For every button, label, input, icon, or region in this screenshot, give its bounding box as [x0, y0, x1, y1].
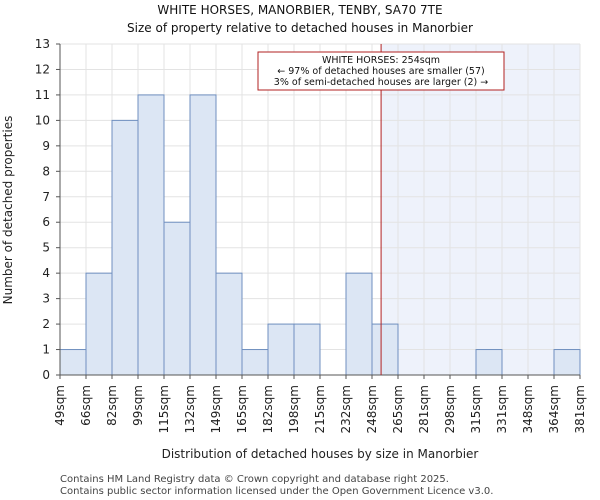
annotation-line: ← 97% of detached houses are smaller (57…	[277, 66, 484, 77]
bar	[163, 221, 191, 376]
x-tick-label: 381sqm	[573, 385, 587, 433]
y-tick-label: 5	[42, 241, 50, 255]
footer-line-2: Contains public sector information licen…	[60, 486, 493, 497]
y-tick-label: 10	[35, 113, 50, 127]
bar	[137, 94, 165, 376]
y-tick-label: 0	[42, 368, 50, 382]
x-tick-label: 82sqm	[105, 385, 119, 426]
chart-subtitle: Size of property relative to detached ho…	[127, 21, 473, 35]
footer-line-1: Contains HM Land Registry data © Crown c…	[60, 474, 449, 485]
x-tick-label: 132sqm	[183, 385, 197, 433]
bar	[475, 349, 503, 376]
x-tick-label: 99sqm	[131, 385, 145, 426]
y-axis-label: Number of detached properties	[1, 116, 15, 305]
y-tick-label: 9	[42, 139, 50, 153]
bar	[111, 119, 139, 376]
bar	[371, 323, 399, 376]
y-tick-label: 2	[42, 317, 50, 331]
bar	[553, 349, 581, 376]
y-tick-label: 11	[35, 88, 50, 102]
y-tick-label: 8	[42, 164, 50, 178]
x-tick-label: 66sqm	[79, 385, 93, 426]
bar	[59, 349, 87, 376]
bar	[215, 272, 243, 376]
annotation-box	[257, 51, 505, 91]
bar	[85, 272, 113, 376]
bar	[267, 323, 295, 376]
bar	[293, 323, 321, 376]
y-tick-label: 12	[35, 62, 50, 76]
x-tick-label: 215sqm	[313, 385, 327, 433]
x-tick-label: 149sqm	[209, 385, 223, 433]
x-tick-label: 198sqm	[287, 385, 301, 433]
bar	[241, 349, 269, 376]
x-tick-label: 364sqm	[547, 385, 561, 433]
highlight-region	[381, 44, 580, 375]
annotation-line: 3% of semi-detached houses are larger (2…	[274, 77, 488, 88]
x-tick-label: 165sqm	[235, 385, 249, 433]
bar	[345, 272, 373, 376]
x-tick-label: 248sqm	[365, 385, 379, 433]
x-tick-label: 115sqm	[157, 385, 171, 433]
x-tick-label: 232sqm	[339, 385, 353, 433]
x-tick-label: 298sqm	[443, 385, 457, 433]
x-tick-label: 49sqm	[53, 385, 67, 426]
y-tick-label: 3	[42, 292, 50, 306]
x-tick-label: 315sqm	[469, 385, 483, 433]
x-tick-label: 281sqm	[417, 385, 431, 433]
y-tick-label: 13	[35, 37, 50, 51]
x-tick-label: 265sqm	[391, 385, 405, 433]
x-tick-label: 348sqm	[521, 385, 535, 433]
y-tick-label: 4	[42, 266, 50, 280]
y-tick-label: 1	[42, 343, 50, 357]
x-tick-label: 182sqm	[261, 385, 275, 433]
y-tick-label: 6	[42, 215, 50, 229]
x-axis-label: Distribution of detached houses by size …	[162, 447, 479, 461]
chart-title: WHITE HORSES, MANORBIER, TENBY, SA70 7TE	[157, 3, 442, 17]
x-tick-label: 331sqm	[495, 385, 509, 433]
annotation-line: WHITE HORSES: 254sqm	[322, 55, 440, 66]
y-tick-label: 7	[42, 190, 50, 204]
bar	[189, 94, 217, 376]
